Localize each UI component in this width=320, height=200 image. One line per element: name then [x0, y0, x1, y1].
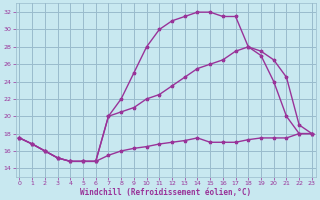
X-axis label: Windchill (Refroidissement éolien,°C): Windchill (Refroidissement éolien,°C) — [80, 188, 251, 197]
